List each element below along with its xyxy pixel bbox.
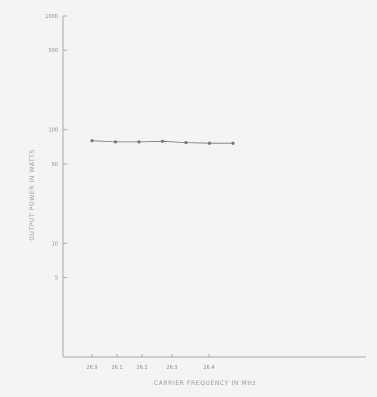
y-tick-label: 1000 — [45, 14, 58, 20]
y-tick-label: 50 — [52, 162, 58, 168]
x-tick-label: 26.3 — [166, 365, 177, 371]
y-axis-title: OUTPUT POWER IN WATTS — [29, 149, 36, 241]
x-tick-label: 26.4 — [203, 365, 214, 371]
x-tick-label: 26.2 — [136, 365, 147, 371]
y-tick-label: 10 — [52, 241, 58, 247]
data-point — [184, 140, 188, 145]
x-tick-label: 26.1 — [111, 365, 122, 371]
data-point — [90, 139, 94, 143]
data-point — [231, 141, 235, 145]
x-axis-title: CARRIER FREQUENCY IN MHz — [154, 380, 256, 387]
x-tick-label: 26.9 — [86, 365, 97, 371]
data-point — [113, 140, 118, 144]
y-tick-label: 100 — [48, 128, 58, 134]
data-point — [207, 141, 212, 145]
y-tick-label: 5 — [55, 276, 58, 282]
data-point — [137, 140, 141, 144]
y-tick-label: 500 — [48, 48, 58, 54]
data-point — [160, 139, 165, 143]
